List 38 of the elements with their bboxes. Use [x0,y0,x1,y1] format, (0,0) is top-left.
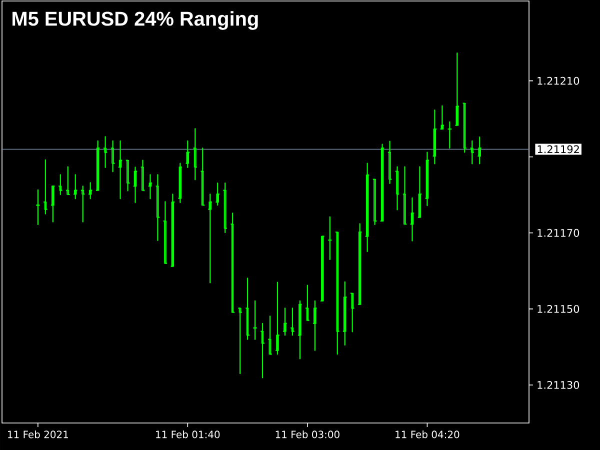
candlestick [305,284,310,321]
candlestick [350,292,355,332]
y-tick-label: 1.21170 [538,228,580,237]
candlestick [334,232,340,355]
candlestick [372,178,378,226]
x-tick-label: 11 Feb 2021 [8,430,68,438]
candlestick [65,166,70,196]
candlestick [80,186,86,222]
candlestick [290,308,295,336]
candlestick [43,159,48,214]
candlestick [462,102,468,153]
candlestick [230,212,235,313]
candlestick [245,278,250,340]
candlestick [222,182,228,234]
candlestick [58,174,63,196]
candlestick [394,166,400,210]
candlestick [155,174,160,242]
x-tick-label: 11 Feb 01:40 [156,430,220,438]
x-tick-label: 11 Feb 04:20 [396,430,460,438]
candlestick [200,148,206,206]
candlestick [162,201,168,264]
candlestick [192,128,198,180]
candlestick [102,136,108,168]
chart-title: M5 EURUSD 24% Ranging [12,11,258,30]
candlestick [470,140,475,164]
ref-line-label: 1.21192 [538,145,579,154]
y-tick-label: 1.21210 [538,76,580,85]
candlestick [268,316,272,355]
candlestick [140,160,146,191]
y-tick-label: 1.21130 [538,381,580,389]
candlestick [238,308,242,374]
y-tick-label: 1.21150 [538,304,580,313]
candlestick [110,140,116,172]
candlestick [260,322,265,378]
candlestick [125,160,130,192]
candlestick [387,140,392,184]
x-tick-label: 11 Feb 03:00 [276,430,340,438]
candlestick [402,166,408,225]
